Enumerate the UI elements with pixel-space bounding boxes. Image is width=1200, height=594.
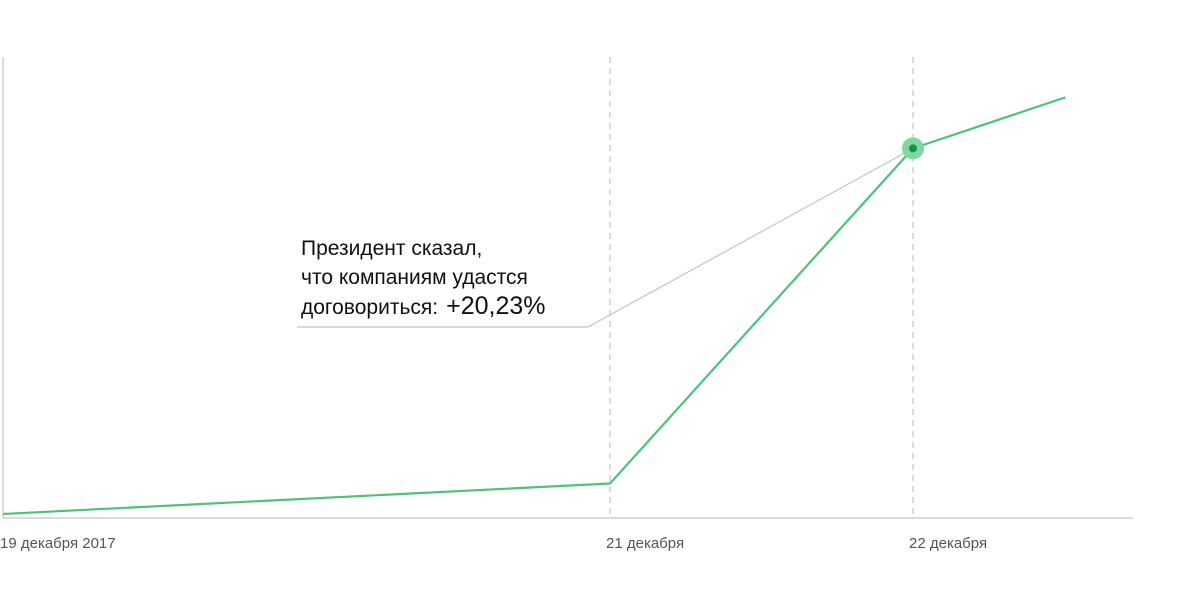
series-point-3 xyxy=(1063,96,1066,99)
annotation-line-2: что компаниям удастся xyxy=(301,266,528,289)
vertical-guides xyxy=(609,57,914,518)
series-point-0 xyxy=(2,512,6,516)
series-line xyxy=(3,96,1065,516)
annotation: Президент сказал, что компаниям удастся … xyxy=(301,234,545,322)
annotation-line-3: договориться: +20,23% xyxy=(301,292,545,322)
highlight-marker xyxy=(902,137,924,160)
x-tick-labels: 19 декабря 2017 21 декабря 22 декабря xyxy=(0,535,987,552)
annotation-leader-line xyxy=(297,147,914,328)
x-tick-label-1: 21 декабря xyxy=(606,535,684,552)
highlight-marker-inner xyxy=(909,144,917,153)
annotation-value: +20,23% xyxy=(446,292,546,320)
x-tick-label-2: 22 декабря xyxy=(909,535,987,552)
x-tick-label-0: 19 декабря 2017 xyxy=(0,535,116,552)
annotation-line-1: Президент сказал, xyxy=(301,237,483,260)
annotation-line-3-text: договориться: xyxy=(301,296,439,319)
series-point-1 xyxy=(608,482,612,485)
